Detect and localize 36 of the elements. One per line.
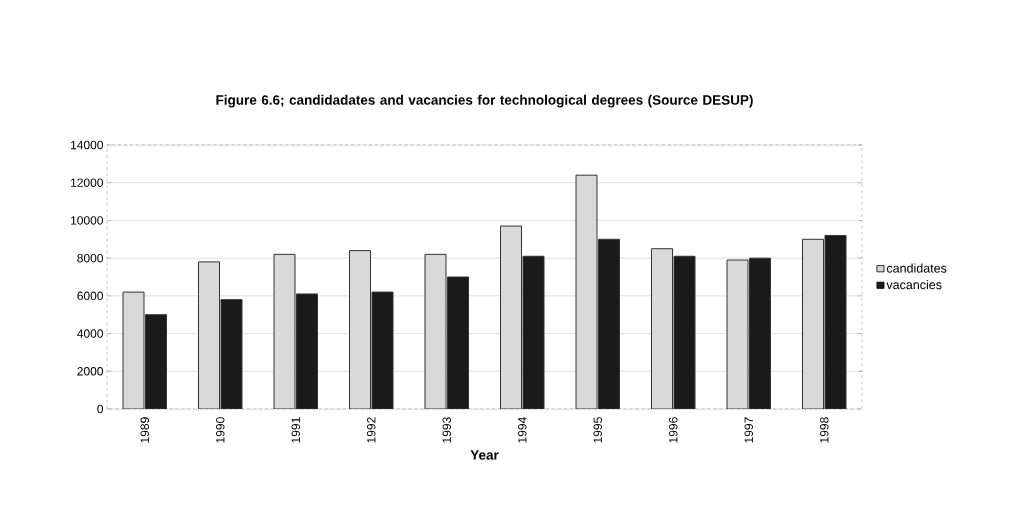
y-tick-label: 8000 — [77, 253, 103, 263]
bar — [802, 238, 825, 409]
bar — [447, 276, 469, 409]
y-tick-label: 4000 — [77, 329, 103, 338]
bar — [198, 261, 220, 409]
y-tick-label: 0 — [97, 404, 104, 414]
x-axis-title: Year — [470, 450, 499, 460]
legend-label: vacancies — [886, 279, 942, 290]
bar — [598, 238, 620, 409]
bar — [749, 257, 771, 409]
bar — [500, 225, 522, 409]
bar — [145, 314, 167, 409]
x-tick-label: 1993 — [442, 417, 452, 443]
y-tick-label: 6000 — [77, 291, 103, 301]
y-tick-label: 10000 — [71, 216, 103, 225]
x-tick-label: 1990 — [216, 417, 225, 443]
x-tick-label: 1992 — [367, 417, 376, 443]
bar — [824, 235, 847, 409]
x-tick-label: 1998 — [820, 417, 829, 443]
bar — [424, 253, 447, 409]
bar — [296, 293, 318, 409]
bar — [273, 253, 296, 409]
y-tick-label: 12000 — [71, 178, 103, 187]
x-tick-label: 1994 — [518, 417, 527, 443]
x-tick-label: 1997 — [744, 417, 754, 443]
x-tick-label: 1995 — [593, 417, 603, 443]
legend-label: candidates — [886, 263, 947, 273]
bar — [651, 248, 673, 409]
chart-title: Figure 6.6; candidadates and vacancies for technological degrees (Source DESUP) — [216, 94, 753, 108]
x-tick-label: 1989 — [140, 417, 150, 443]
x-tick-label: 1991 — [291, 417, 301, 443]
x-tick-label: 1996 — [669, 417, 678, 443]
bar — [349, 250, 371, 409]
bar — [575, 174, 598, 409]
y-tick-label: 2000 — [77, 367, 103, 376]
y-tick-label: 14000 — [71, 140, 103, 150]
